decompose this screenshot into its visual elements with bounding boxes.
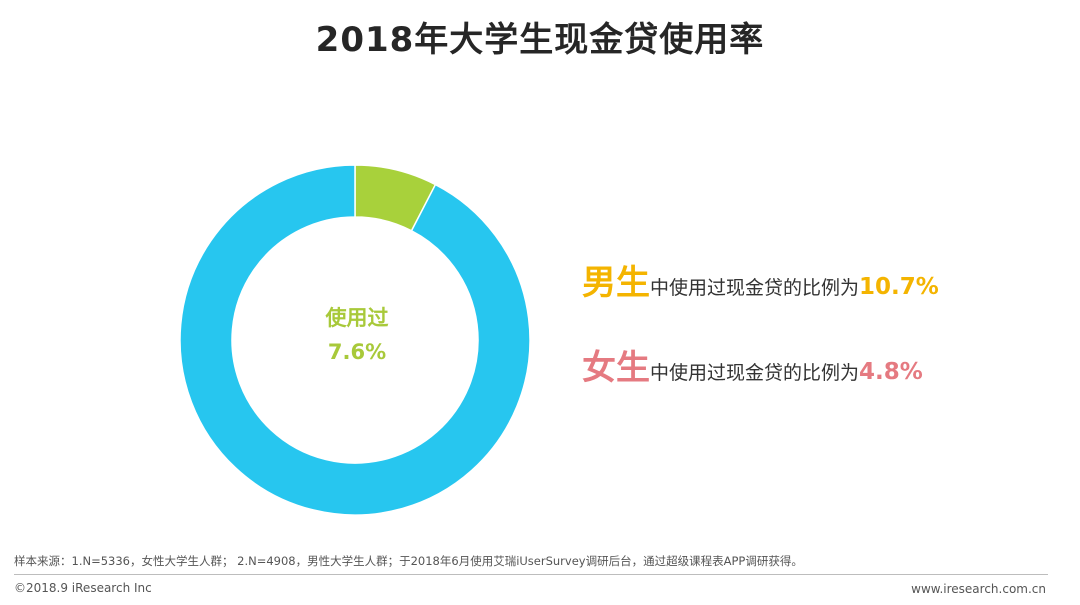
footer-divider [14, 574, 1048, 575]
female-label: 女生 [582, 348, 650, 388]
donut-slice-1 [179, 164, 531, 516]
donut-center-value: 7.6% [327, 340, 387, 364]
female-stat: 女生中使用过现金贷的比例为4.8% [582, 340, 923, 389]
female-percentage: 4.8% [859, 359, 923, 385]
female-description: 中使用过现金贷的比例为 [650, 362, 860, 384]
donut-slices [179, 164, 531, 516]
copyright: ©2018.9 iResearch Inc [14, 581, 152, 595]
donut-center-label: 使用过 [325, 306, 389, 330]
male-label: 男生 [582, 263, 650, 303]
website-link[interactable]: www.iresearch.com.cn [911, 582, 1046, 596]
male-description: 中使用过现金贷的比例为 [650, 277, 860, 299]
page-title: 2018年大学生现金贷使用率 [315, 20, 765, 60]
male-stat: 男生中使用过现金贷的比例为10.7% [582, 255, 939, 304]
donut-chart [179, 164, 531, 516]
source-note: 样本来源：1.N=5336，女性大学生人群； 2.N=4908，男性大学生人群；… [14, 554, 803, 568]
male-percentage: 10.7% [859, 274, 939, 300]
